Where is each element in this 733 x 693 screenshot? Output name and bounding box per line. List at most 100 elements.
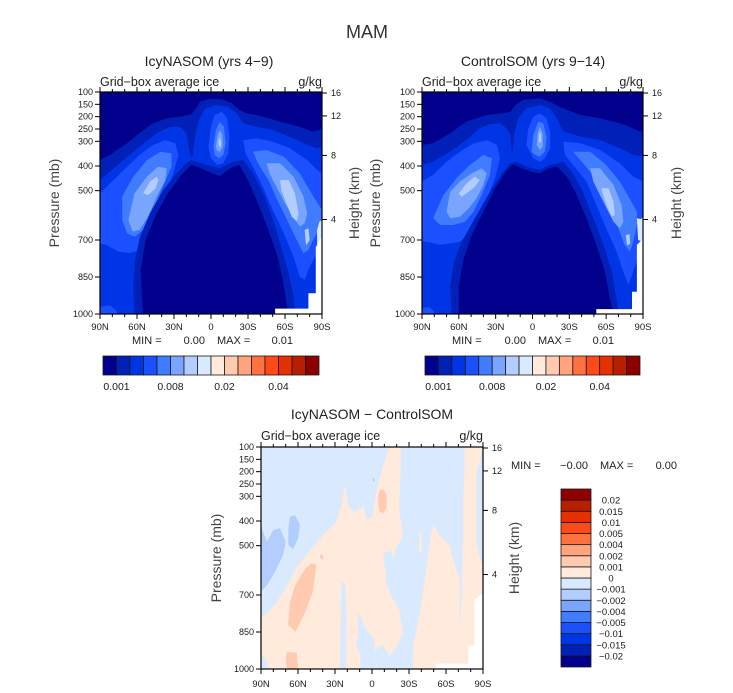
colorbar-box: [560, 633, 592, 646]
colorbar-label: −0.02: [599, 651, 623, 662]
colorbar-box: [560, 644, 592, 657]
panel-icynasom: 90N 60N 30N 0 30S 60S 90S 100 150 200 250 300 400 500…: [46, 53, 362, 393]
x-tick-label: 90N: [252, 679, 270, 690]
colorbar-box: [424, 355, 439, 376]
contour-field: [100, 92, 322, 314]
axis-ticks: [417, 87, 648, 319]
colorbar-box: [560, 533, 592, 546]
colorbar-label: 0.01: [602, 518, 621, 529]
min-value: −0.00: [560, 460, 588, 472]
colorbar-label: 0.015: [599, 507, 623, 518]
contour-region-level-3: [100, 305, 118, 314]
colorbar-label: −0.015: [596, 640, 625, 651]
y-tick-label: 200: [400, 112, 415, 122]
min-value: 0.00: [184, 335, 205, 347]
contour-region-level-6: [261, 526, 286, 592]
left-string: Grid−box average ice: [422, 75, 541, 89]
colorbar-box: [560, 510, 592, 523]
colorbar-label: −0.001: [596, 585, 625, 596]
colorbar-box: [560, 544, 592, 557]
contour-region-level-9: [320, 554, 323, 560]
contour-region-level-8: [418, 531, 422, 552]
colorbar-label: 0.02: [214, 381, 235, 393]
y-axis-label: Pressure (mb): [208, 514, 224, 603]
y-tick-label: 500: [78, 186, 93, 196]
x-tick-label: 30N: [326, 679, 344, 690]
contour-region-level-6: [601, 188, 615, 217]
x-tick-label: 90N: [91, 322, 109, 333]
y-tick-label: 250: [400, 124, 415, 134]
x-tick-label: 30S: [561, 322, 578, 333]
x-tick-label: 60N: [450, 322, 468, 333]
y-tick-label: 300: [400, 136, 415, 146]
colorbar-label: 0.005: [599, 529, 623, 540]
colorbar-label: 0.04: [589, 381, 610, 393]
y-tick-label: 150: [239, 454, 254, 464]
colorbar-label: 0.004: [599, 540, 623, 551]
x-tick-label: 90S: [314, 322, 331, 333]
colorbar-box: [156, 355, 171, 376]
colorbar-box: [560, 521, 592, 534]
colorbar: −0.02−0.015−0.01−0.005−0.004−0.002−0.001…: [560, 488, 626, 668]
x-tick-label: 60N: [289, 679, 307, 690]
colorbar-box: [560, 555, 592, 568]
colorbar-box: [558, 355, 574, 376]
colorbar-box: [438, 355, 453, 376]
figure-title: MAM: [346, 22, 388, 42]
panel-icynasom-marks: 90N 60N 30N 0 30S 60S 90S 100 150 200 250 300 400 500…: [73, 87, 341, 393]
y-tick-label: 250: [78, 124, 93, 134]
panel-title: IcyNASOM − ControlSOM: [291, 406, 453, 422]
y-tick-label: 300: [239, 491, 254, 501]
panel-title: ControlSOM (yrs 9−14): [461, 53, 605, 69]
contour-region-level-7: [636, 217, 643, 242]
max-label: MAX =: [600, 460, 633, 472]
colorbar-box: [491, 355, 507, 376]
contour-field: [422, 92, 643, 314]
min-label: MIN =: [511, 460, 541, 472]
x-tick-label: 30N: [487, 322, 505, 333]
y-tick-label: 100: [400, 87, 415, 97]
y-right-tick-label: 4: [652, 215, 657, 225]
y-tick-label: 400: [239, 516, 254, 526]
contour-region-level-6: [143, 176, 159, 196]
contour-field: [261, 447, 483, 669]
x-tick-label: 30N: [165, 322, 183, 333]
y-axis-label-right: Height (km): [668, 167, 684, 239]
left-string: Grid−box average ice: [100, 75, 219, 89]
min-value: 0.00: [505, 335, 526, 347]
colorbar-label: 0.001: [425, 381, 451, 393]
y-tick-label: 200: [239, 467, 254, 477]
contour-region-level-4: [573, 151, 637, 252]
contour-region-level-8: [412, 524, 464, 669]
colorbar-box: [143, 355, 158, 376]
x-tick-label: 90N: [413, 322, 431, 333]
x-tick-label: 60N: [128, 322, 146, 333]
y-axis-label: Pressure (mb): [367, 159, 383, 248]
units-label: g/kg: [459, 429, 483, 443]
colorbar-label: −0.004: [596, 607, 625, 618]
colorbar-box: [478, 355, 493, 376]
contour-region-level-6: [218, 137, 222, 147]
colorbar-box: [560, 577, 592, 590]
colorbar: 0.001 0.008 0.02 0.04: [102, 355, 320, 393]
colorbar-box: [518, 355, 533, 376]
y-tick-label: 1000: [73, 309, 93, 319]
colorbar-box: [585, 355, 601, 376]
y-right-tick-label: 4: [492, 570, 497, 580]
colorbar-box: [545, 355, 560, 376]
contour-region-level-7: [339, 581, 347, 669]
x-tick-label: 30S: [401, 679, 418, 690]
max-label: MAX =: [217, 335, 250, 347]
colorbar-box: [532, 355, 547, 376]
y-right-tick-label: 12: [652, 111, 662, 121]
y-tick-label: 850: [239, 627, 254, 637]
contour-region-level-7: [383, 550, 393, 573]
y-right-tick-label: 16: [492, 443, 502, 453]
colorbar-label: −0.002: [596, 596, 625, 607]
units-label: g/kg: [298, 75, 322, 89]
y-right-tick-label: 8: [331, 150, 336, 160]
contour-region-level-6: [304, 228, 310, 246]
colorbar-label: 0.001: [599, 562, 623, 573]
colorbar-box: [560, 588, 592, 601]
